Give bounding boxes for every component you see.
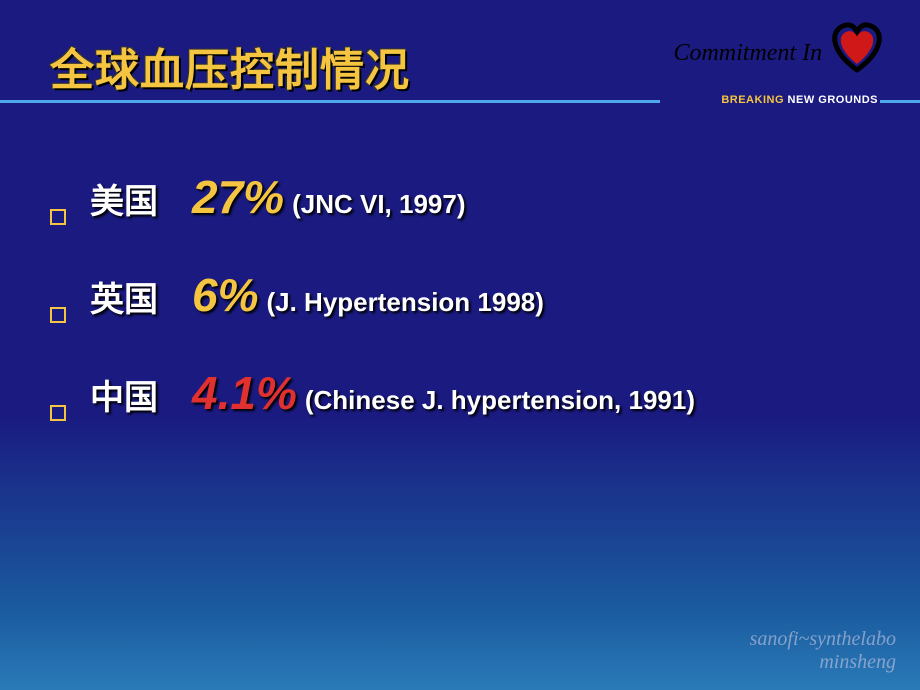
list-item: 美国 27% (JNC VI, 1997) (50, 170, 870, 224)
source-citation: (J. Hypertension 1998) (266, 287, 543, 318)
tagline: BREAKING NEW GROUNDS (721, 94, 878, 106)
tagline-rest: NEW GROUNDS (784, 94, 878, 106)
percentage-value: 27% (192, 170, 284, 224)
source-citation: (Chinese J. hypertension, 1991) (305, 385, 695, 416)
percentage-value: 6% (192, 268, 258, 322)
list-item: 英国 6% (J. Hypertension 1998) (50, 268, 870, 322)
brand-logo: Commitment In (670, 20, 890, 75)
footer-brand: sanofi~synthelabo minsheng (750, 628, 896, 674)
footer-line1: sanofi~synthelabo (750, 628, 896, 651)
square-bullet-icon (50, 209, 66, 225)
country-label: 美国 (90, 174, 174, 223)
square-bullet-icon (50, 307, 66, 323)
list-item: 中国 4.1% (Chinese J. hypertension, 1991) (50, 366, 870, 420)
footer-line2: minsheng (750, 651, 896, 674)
tagline-breaking: BREAKING (721, 94, 784, 106)
percentage-value: 4.1% (192, 366, 297, 420)
heart-icon (827, 20, 887, 75)
source-citation: (JNC VI, 1997) (292, 189, 465, 220)
square-bullet-icon (50, 405, 66, 421)
divider-right (880, 100, 920, 103)
country-label: 英国 (90, 272, 174, 321)
divider-left (0, 100, 660, 103)
data-list: 美国 27% (JNC VI, 1997) 英国 6% (J. Hyperten… (50, 170, 870, 464)
country-label: 中国 (90, 370, 174, 419)
commitment-text: Commitment In (673, 40, 822, 67)
slide-title: 全球血压控制情况 (50, 34, 410, 98)
